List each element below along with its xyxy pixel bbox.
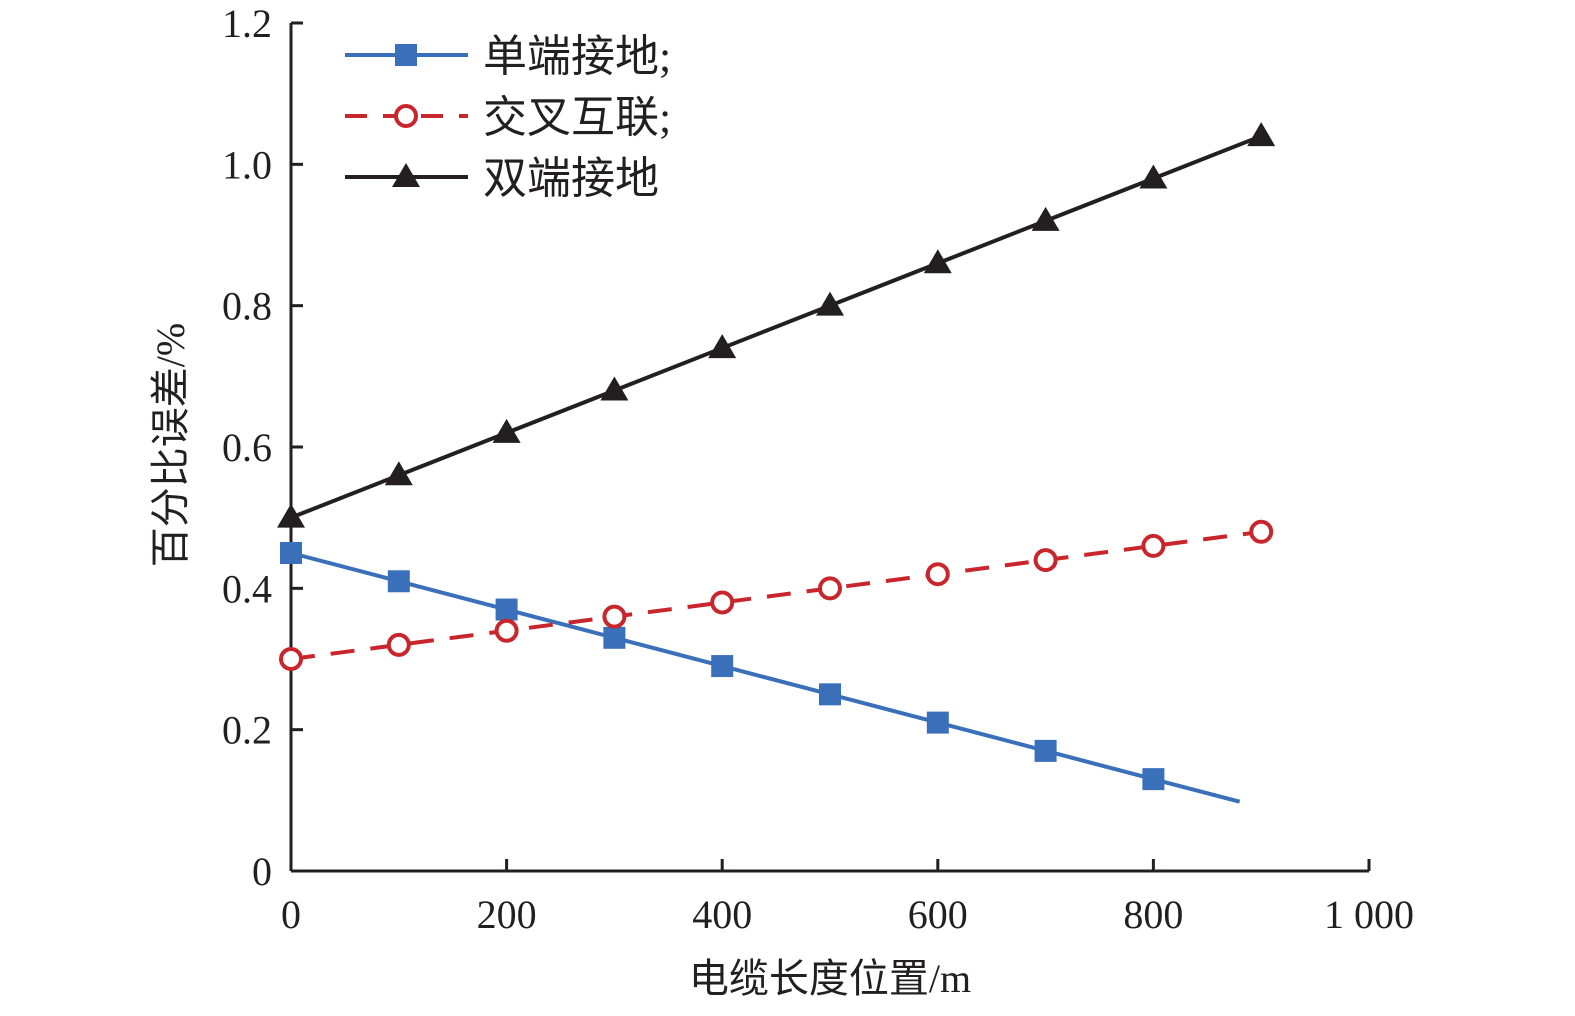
circle-marker <box>1141 533 1166 558</box>
square-marker <box>711 655 734 678</box>
circle-marker <box>818 576 842 601</box>
legend-item: 双端接地 <box>345 154 659 203</box>
y-tick-label: 0.2 <box>222 708 272 753</box>
circle-marker <box>1033 548 1058 573</box>
triangle-marker <box>277 503 305 528</box>
circle-marker <box>394 104 418 128</box>
series-group <box>277 122 1276 804</box>
series-1 <box>280 542 1241 804</box>
x-tick-label: 200 <box>477 892 537 937</box>
x-axis-label: 电缆长度位置/m <box>689 956 971 1001</box>
square-marker <box>926 711 949 734</box>
triangle-marker <box>392 163 420 187</box>
square-marker <box>1034 739 1057 762</box>
series-line <box>290 551 1241 804</box>
square-marker <box>819 683 841 706</box>
circle-marker <box>602 604 627 629</box>
y-axis-label: 百分比误差/% <box>148 323 193 567</box>
legend-item: 单端接地; <box>345 32 671 81</box>
triangle-marker <box>1139 164 1168 189</box>
x-tick-label: 600 <box>908 892 968 937</box>
circle-marker <box>279 647 303 671</box>
square-marker <box>495 598 518 621</box>
triangle-marker <box>816 291 844 316</box>
x-tick-label: 400 <box>692 892 752 937</box>
y-tick-label: 0 <box>252 849 272 894</box>
square-marker <box>1142 768 1165 791</box>
triangle-marker <box>1031 206 1060 231</box>
legend-label: 单端接地; <box>483 32 671 81</box>
legend-label: 交叉互联; <box>483 93 671 142</box>
circle-marker <box>494 618 519 643</box>
legend-item: 交叉互联; <box>345 93 671 142</box>
square-marker <box>603 626 626 649</box>
circle-marker <box>925 562 950 587</box>
series-line <box>290 529 1262 661</box>
square-marker <box>387 570 410 593</box>
y-tick-label: 0.4 <box>222 566 272 611</box>
axes: 0 200 400 600 800 1 000 0 0.2 0.4 0.6 0.8 1.0 1.2 <box>222 1 1414 937</box>
y-tick-label: 0.8 <box>222 284 272 329</box>
triangle-marker <box>492 418 521 443</box>
legend: 单端接地; 交叉互联; 双端接地 <box>345 32 671 203</box>
triangle-marker <box>708 334 737 359</box>
x-tick-label: 0 <box>281 892 301 937</box>
triangle-marker <box>600 376 629 401</box>
triangle-marker <box>384 461 413 486</box>
square-marker <box>395 44 417 66</box>
circle-marker <box>1249 519 1274 544</box>
y-tick-label: 1.0 <box>222 142 272 187</box>
y-tick-label: 0.6 <box>222 425 272 470</box>
circle-marker <box>386 632 411 657</box>
circle-marker <box>710 590 735 615</box>
series-line <box>290 134 1262 520</box>
y-tick-label: 1.2 <box>222 1 272 46</box>
triangle-marker <box>1247 122 1276 147</box>
x-tick-label: 1 000 <box>1324 892 1414 937</box>
x-tick-label: 800 <box>1123 892 1183 937</box>
series-3 <box>277 122 1276 528</box>
legend-label: 双端接地 <box>483 154 659 203</box>
series-2 <box>279 519 1274 671</box>
triangle-marker <box>923 249 952 274</box>
square-marker <box>280 542 302 564</box>
